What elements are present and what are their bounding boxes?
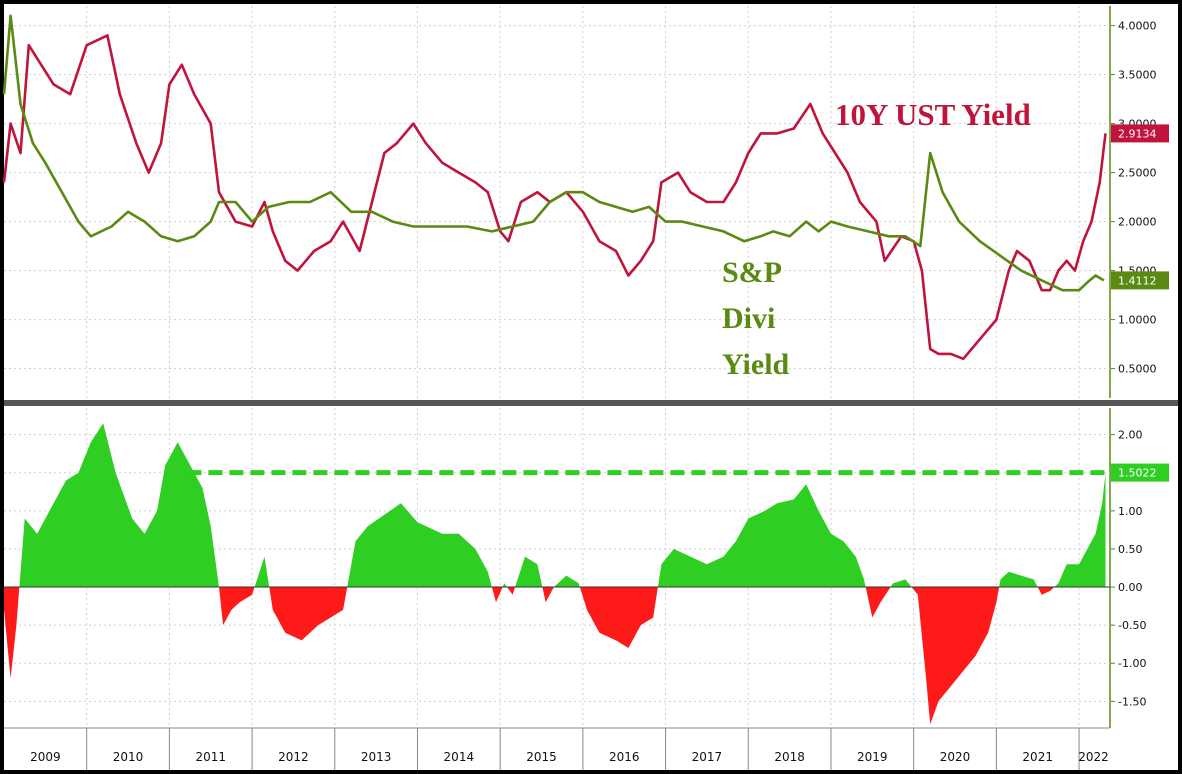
bottom-y-tick-label: -0.50 (1118, 619, 1146, 632)
bottom-y-tick-label: -1.50 (1118, 695, 1146, 708)
bottom-y-tick-label: 0.50 (1118, 543, 1143, 556)
x-tick-label: 2014 (444, 750, 475, 764)
x-tick-label: 2010 (113, 750, 144, 764)
bottom-y-tick-label: 0.00 (1118, 581, 1143, 594)
spread-badge (1111, 463, 1169, 482)
divi-yield-badge-label: 1.4112 (1118, 274, 1157, 287)
spread-badge-label: 1.5022 (1118, 467, 1157, 480)
x-tick-label: 2013 (361, 750, 392, 764)
reference-arrowhead (169, 462, 190, 483)
x-tick-label: 2022 (1078, 750, 1109, 764)
x-tick-label: 2017 (692, 750, 723, 764)
x-tick-label: 2021 (1022, 750, 1053, 764)
ust-yield-badge (1111, 124, 1169, 143)
divi-yield-annotation-line-1: S&P (722, 256, 782, 289)
divi-yield-line (2, 14, 1105, 292)
x-tick-label: 2020 (940, 750, 971, 764)
top-y-tick-label: 2.5000 (1118, 167, 1157, 180)
top-y-tick-label: 3.5000 (1118, 69, 1157, 82)
divi-yield-annotation-line-3: Yield (722, 348, 790, 381)
divi-yield-annotation: S&P Divi Yield (722, 256, 790, 381)
x-tick-label: 2018 (774, 750, 805, 764)
top-y-tick-label: 1.0000 (1118, 314, 1157, 327)
bottom-y-tick-label: -1.00 (1118, 657, 1146, 670)
x-tick-label: 2019 (857, 750, 888, 764)
divi-yield-badge (1111, 271, 1169, 290)
x-tick-label: 2009 (30, 750, 61, 764)
top-y-tick-label: 4.0000 (1118, 20, 1157, 33)
ust-yield-badge-label: 2.9134 (1118, 127, 1157, 140)
ust-yield-line (2, 34, 1107, 361)
x-tick-label: 2016 (609, 750, 640, 764)
spread-positive-area (4, 423, 1106, 588)
x-axis: 2009 2010 2011 2012 2013 2014 2015 2016 2017 2018… (4, 727, 1110, 770)
bottom-y-tick-label: 2.00 (1118, 429, 1143, 442)
x-tick-label: 2015 (526, 750, 557, 764)
x-tick-label: 2011 (195, 750, 226, 764)
ust-yield-annotation: 10Y UST Yield (835, 97, 1031, 132)
top-y-tick-label: 0.5000 (1118, 363, 1157, 376)
panel-divider (4, 400, 1178, 406)
bottom-panel: -1.50-1.00-0.500.000.501.001.502.001.502… (4, 408, 1169, 728)
spread-negative-area (4, 587, 1055, 725)
top-panel: 0.50001.00001.50002.00002.50003.00003.50… (2, 6, 1169, 398)
divi-yield-annotation-line-2: Divi (722, 302, 775, 335)
x-tick-label: 2012 (278, 750, 309, 764)
top-y-tick-label: 2.0000 (1118, 216, 1157, 229)
bottom-y-tick-label: 1.00 (1118, 505, 1143, 518)
